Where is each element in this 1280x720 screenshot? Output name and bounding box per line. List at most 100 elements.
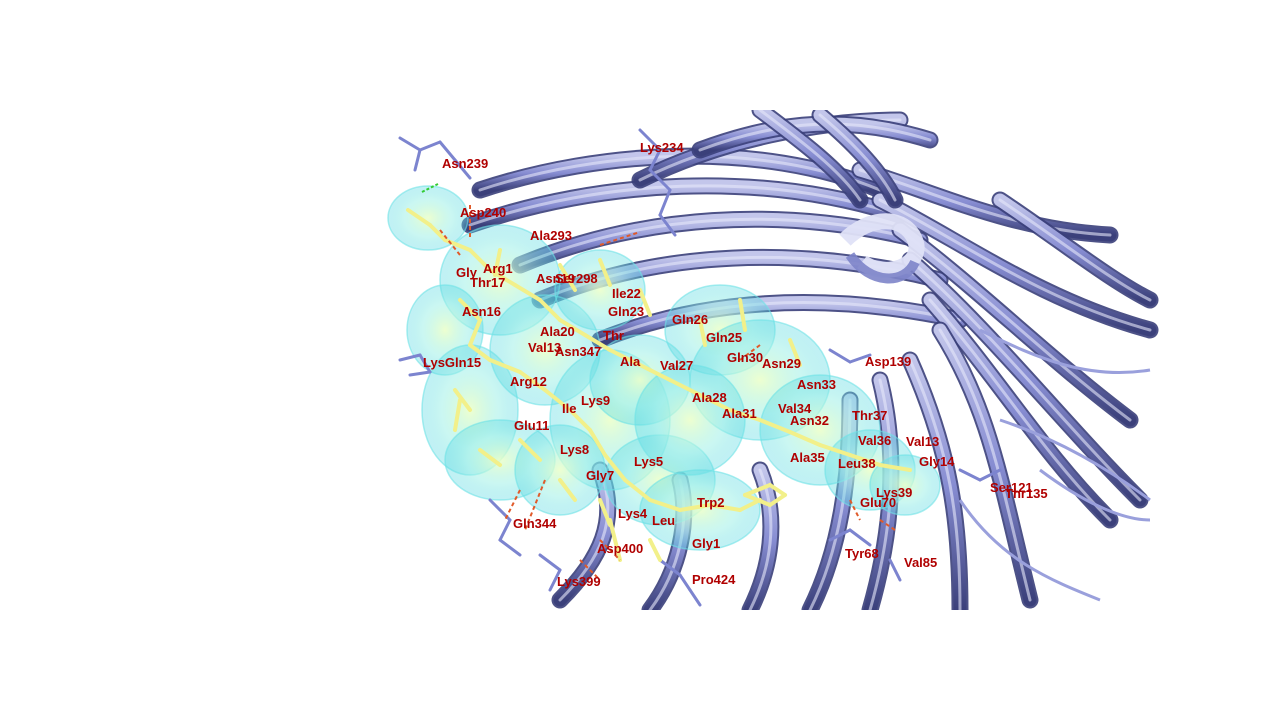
residue-label-thr37: Thr37 (852, 408, 887, 423)
receptor-helix (839, 213, 925, 284)
ribbon-strand-highlight (938, 328, 1032, 602)
residue-label-ala28: Ala28 (692, 390, 727, 405)
residue-label-ser121: Ser121 (990, 480, 1033, 495)
receptor-bond (398, 136, 422, 152)
residue-label-val13b: Val13 (906, 434, 939, 449)
receptor-bond (498, 538, 522, 557)
receptor-bond (413, 148, 422, 172)
receptor-bond (548, 568, 562, 592)
residue-label-asn29: Asn29 (762, 356, 801, 371)
receptor-bond (398, 353, 422, 362)
residue-label-lys8: Lys8 (560, 442, 589, 457)
residue-label-val27: Val27 (660, 358, 693, 373)
residue-label-lys9: Lys9 (581, 393, 610, 408)
residue-label-gln26: Gln26 (672, 312, 708, 327)
receptor-bond (678, 573, 692, 592)
loop-coil (958, 499, 1101, 602)
ribbon-strand-highlight (908, 258, 1142, 502)
ligand-bond (623, 478, 652, 502)
residue-label-tyr68: Tyr68 (845, 546, 879, 561)
surface-lobe (554, 249, 646, 331)
residue-label-gly: Gly (456, 265, 478, 280)
residue-label-gln30: Gln30 (727, 350, 763, 365)
ribbon-strand-highlight (928, 298, 1112, 522)
hbond-line (579, 559, 601, 581)
residue-label-thr17: Thr17 (470, 275, 505, 290)
ligand-bond (678, 503, 712, 512)
residue-label-lys234: Lys234 (640, 140, 684, 155)
ligand-bond (638, 363, 672, 382)
ligand-bond (743, 483, 772, 497)
receptor-residue-sticks (398, 128, 1002, 607)
ligand-peptide-sticks (406, 208, 912, 562)
ligand-bond (788, 338, 802, 367)
receptor-bond (498, 518, 512, 542)
residue-label-asn32: Asn32 (790, 413, 829, 428)
surface-lobe (514, 424, 606, 516)
ribbon-strand-highlight (818, 113, 897, 202)
ligand-bond (878, 463, 912, 472)
residue-label-asn19: Asn19 (536, 271, 575, 286)
ligand-bond (788, 430, 822, 447)
ribbon-strand-highlight (898, 228, 1132, 422)
residue-label-glu11: Glu11 (514, 418, 549, 433)
ligand-bond (668, 378, 702, 397)
ligand-bond (648, 498, 682, 512)
ligand-bond (513, 283, 542, 302)
ligand-bond (468, 248, 492, 272)
ligand-bond (743, 493, 772, 507)
ribbon-strand-highlight (908, 358, 962, 610)
residue-label-ile: Ile (562, 401, 576, 416)
hbond-line (504, 489, 521, 521)
receptor-bond (978, 468, 1002, 482)
receptor-bond (848, 353, 872, 364)
residue-label-lysgln15: LysGln15 (423, 355, 481, 370)
receptor-bond (658, 188, 672, 217)
hbond-line (879, 519, 896, 531)
hbond-line (849, 499, 861, 521)
ligand-bond (848, 453, 882, 467)
ligand-bond (588, 428, 607, 457)
ligand-bond (428, 223, 447, 242)
contact-line (421, 183, 439, 193)
residue-label-gln25: Gln25 (706, 330, 742, 345)
hbond-line (599, 539, 621, 561)
loop-coil (999, 418, 1151, 502)
receptor-bond (408, 370, 432, 377)
ligand-bond (478, 448, 502, 467)
ribbon-strand-highlight (758, 110, 862, 202)
ligand-bond (728, 408, 762, 422)
ligand-bond (758, 418, 792, 434)
ligand-bond (518, 438, 542, 462)
ligand-bond (608, 518, 622, 562)
ligand-bond (568, 408, 592, 432)
ribbon-strand-highlight (998, 198, 1152, 302)
residue-label-trp2: Trp2 (697, 495, 724, 510)
ligand-bond (518, 370, 547, 392)
residue-label-lys39: Lys39 (876, 485, 912, 500)
receptor-bond (828, 528, 852, 542)
ligand-bond (468, 343, 492, 362)
residue-label-ala35: Ala35 (790, 450, 825, 465)
ligand-bond (468, 318, 482, 347)
ligand-bond (818, 443, 852, 457)
ligand-bond (768, 493, 787, 507)
ligand-bond (608, 348, 642, 367)
residue-label-leu: Leu (652, 513, 675, 528)
hbond-line (439, 229, 461, 256)
receptor-bond (648, 148, 662, 172)
residue-label-ala20: Ala20 (540, 324, 575, 339)
receptor-bond (453, 158, 472, 180)
loop-coil (1039, 468, 1151, 522)
hbond-line (599, 231, 641, 246)
receptor-bond (658, 558, 682, 577)
receptor-bond (438, 140, 457, 162)
residue-label-asn33: Asn33 (797, 377, 836, 392)
residue-label-gly7: Gly7 (586, 468, 614, 483)
residue-label-pro424: Pro424 (692, 572, 736, 587)
receptor-bond (958, 468, 982, 482)
residue-label-val85: Val85 (904, 555, 937, 570)
residue-label-asp139: Asp139 (865, 354, 911, 369)
